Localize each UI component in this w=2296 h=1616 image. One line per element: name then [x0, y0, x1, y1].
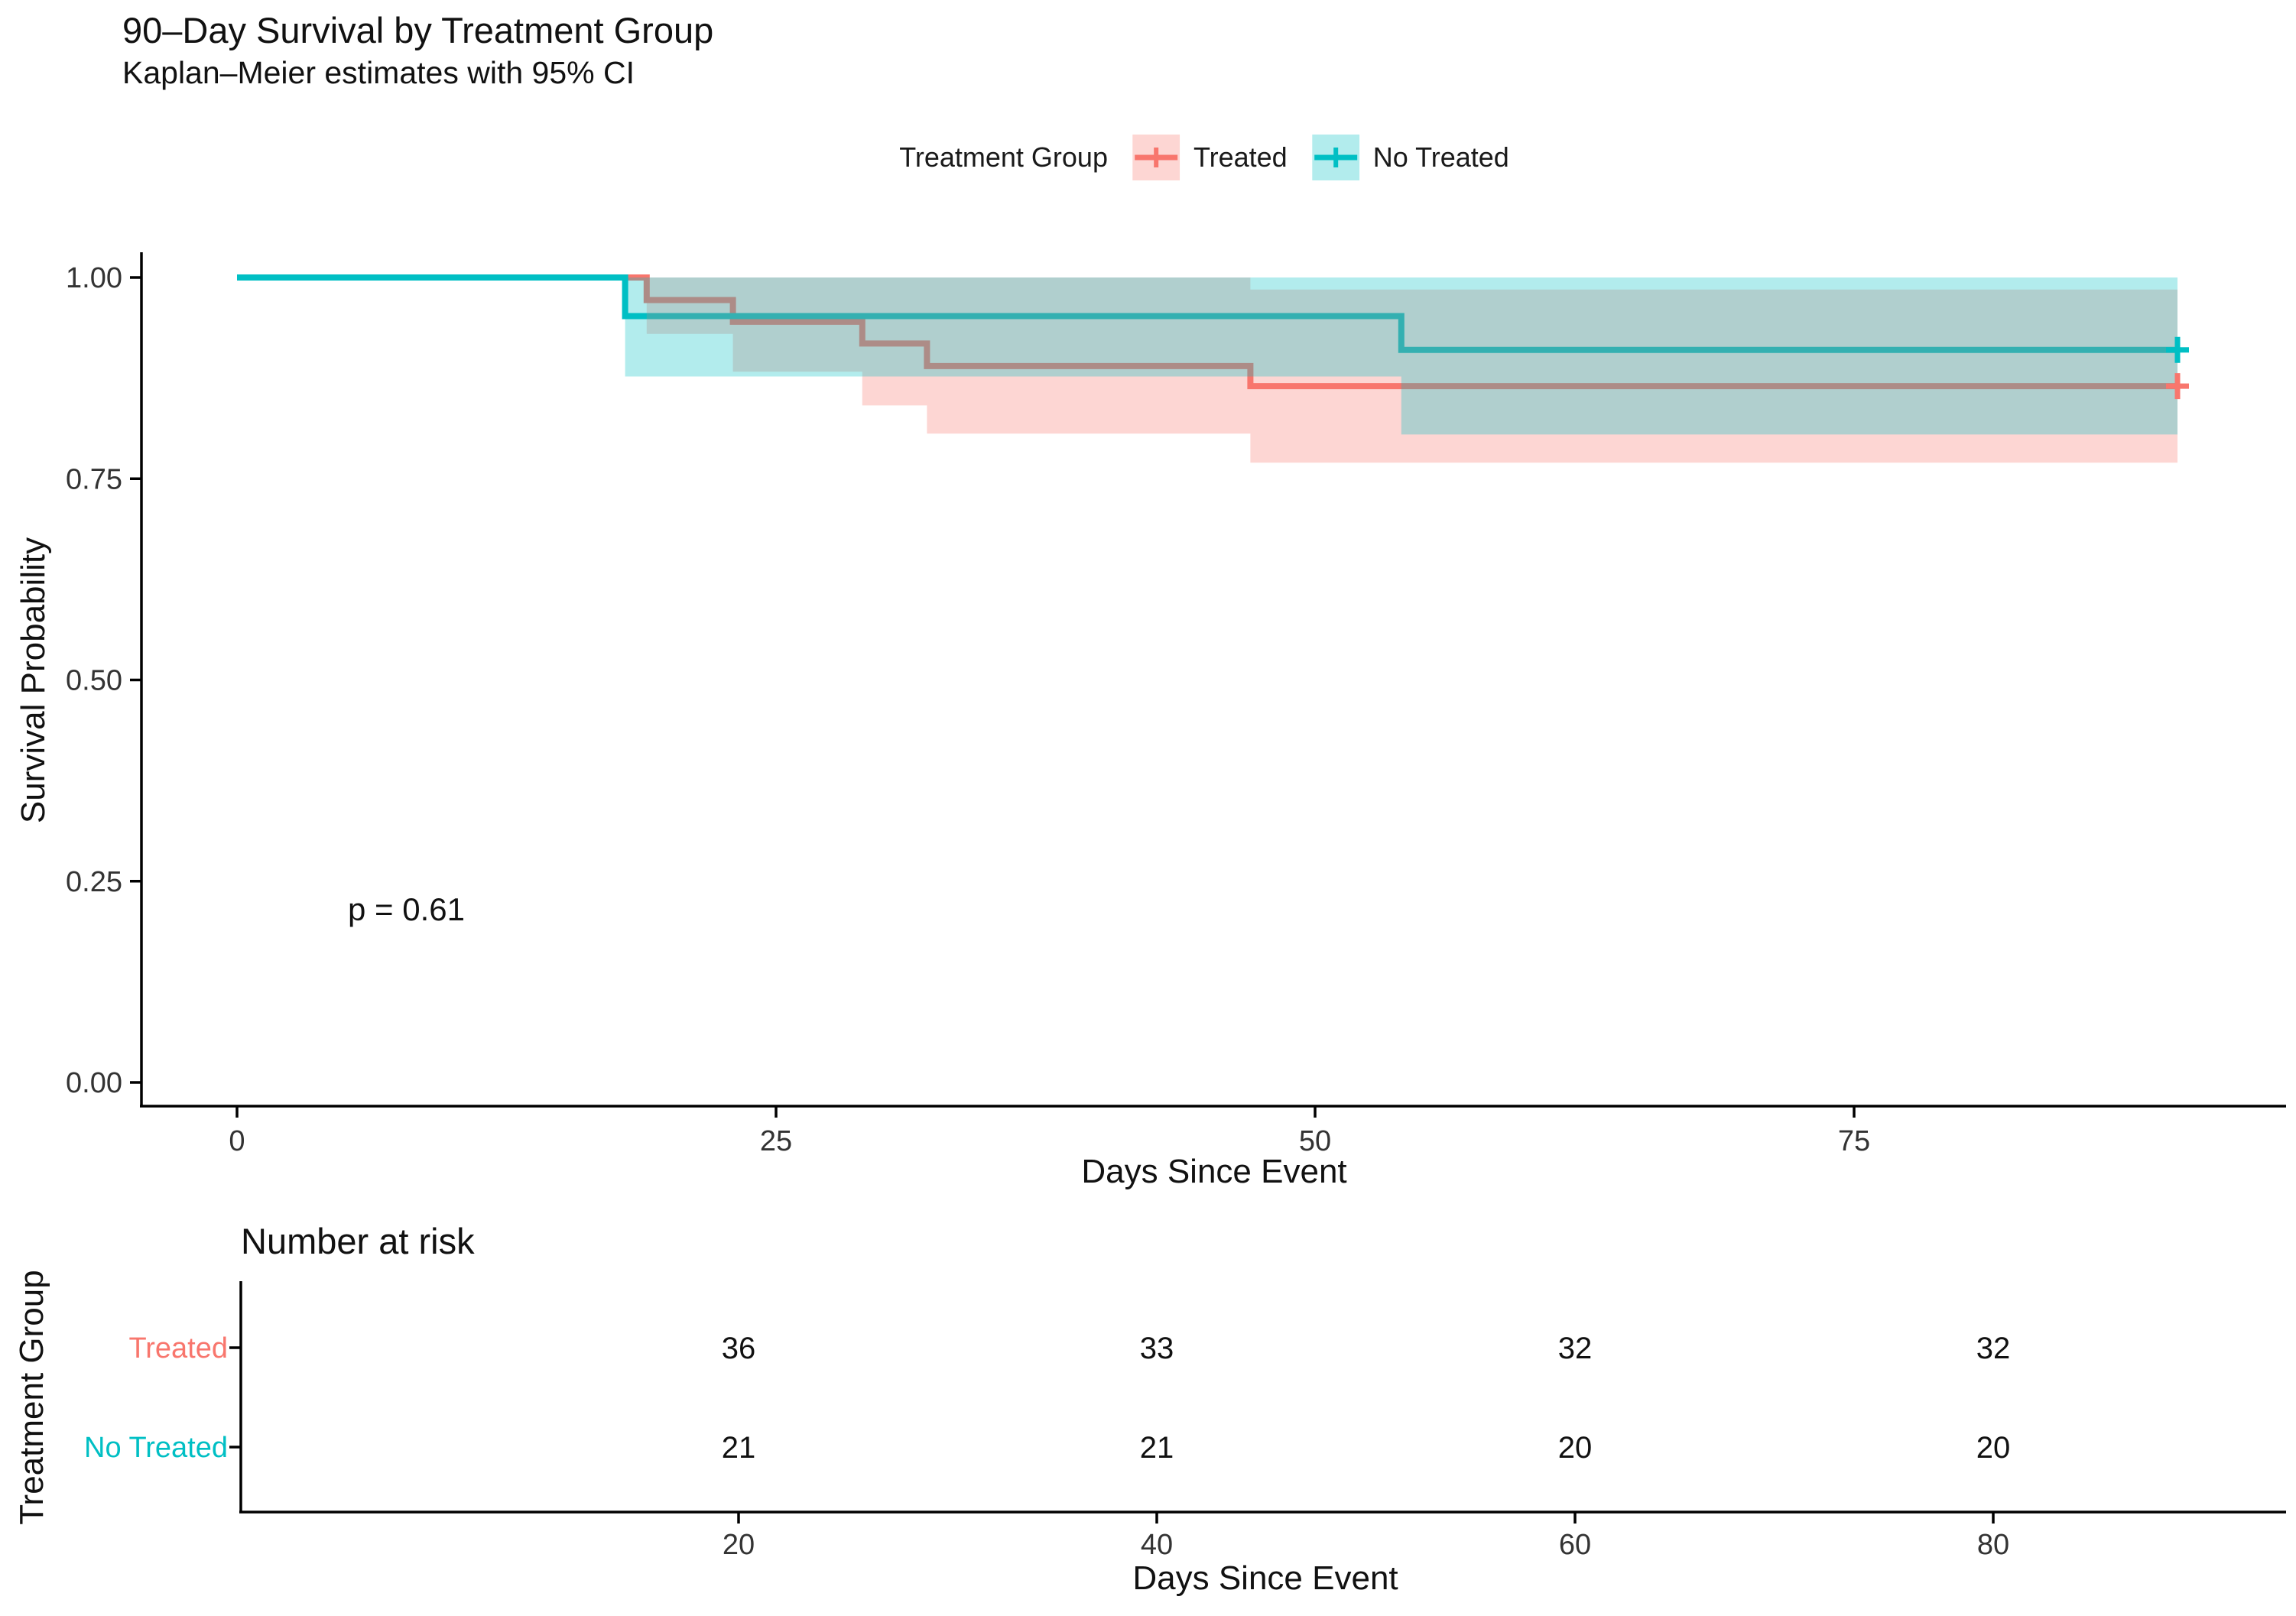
legend-label-no-treated: No Treated — [1372, 141, 1509, 173]
risk-x-tick-label: 80 — [1977, 1529, 2009, 1561]
risk-count: 20 — [1558, 1431, 1593, 1465]
survival-curve-no-treated — [237, 274, 2177, 353]
risk-x-tick-label: 60 — [1559, 1529, 1591, 1561]
risk-table-y-axis-title: Treatment Group — [13, 1270, 50, 1525]
risk-row-label-treated: Treated — [128, 1332, 228, 1365]
risk-row-label-no-treated: No Treated — [84, 1432, 228, 1464]
y-tick-label: 0.25 — [66, 866, 122, 898]
risk-count: 32 — [1558, 1332, 1593, 1365]
risk-x-tick-label: 40 — [1141, 1529, 1173, 1561]
plot-subtitle: Kaplan–Meier estimates with 95% CI — [122, 55, 635, 90]
legend: Treatment Group Treated No Treated — [899, 135, 1509, 180]
y-tick-label: 0.00 — [66, 1067, 122, 1099]
legend-label-treated: Treated — [1193, 141, 1288, 173]
risk-table-title: Number at risk — [241, 1221, 475, 1261]
x-tick-label: 25 — [760, 1125, 792, 1157]
y-tick-label: 1.00 — [66, 262, 122, 294]
ci-ribbon-no-treated — [625, 277, 2177, 435]
plot-title: 90–Day Survival by Treatment Group — [122, 10, 714, 50]
survival-curve-treated — [237, 274, 2177, 390]
x-axis-title: Days Since Event — [1081, 1153, 1347, 1190]
x-tick-label: 50 — [1299, 1125, 1331, 1157]
risk-count: 21 — [1140, 1431, 1174, 1465]
y-tick-label: 0.75 — [66, 463, 122, 495]
risk-count: 33 — [1140, 1332, 1174, 1365]
legend-title: Treatment Group — [899, 141, 1108, 173]
y-tick-label: 0.50 — [66, 665, 122, 697]
risk-count: 32 — [1976, 1332, 2011, 1365]
x-tick-label: 75 — [1838, 1125, 1870, 1157]
y-axis-title: Survival Probability — [15, 537, 52, 824]
pvalue-annotation: p = 0.61 — [348, 891, 465, 927]
legend-key-no-treated-icon — [1311, 135, 1359, 180]
risk-count: 20 — [1976, 1431, 2011, 1465]
risk-count: 36 — [722, 1332, 756, 1365]
risk-x-tick-label: 20 — [723, 1529, 755, 1561]
ci-ribbon-treated — [646, 277, 2177, 463]
legend-key-treated-icon — [1132, 135, 1180, 180]
risk-table-x-axis-title: Days Since Event — [1132, 1559, 1398, 1597]
risk-count: 21 — [722, 1431, 756, 1465]
x-tick-label: 0 — [229, 1125, 245, 1157]
